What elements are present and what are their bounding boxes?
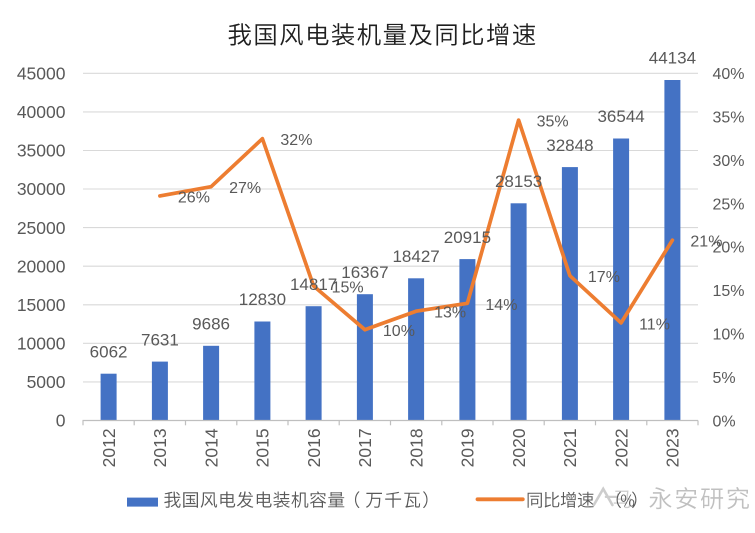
svg-text:2018: 2018 <box>406 428 426 467</box>
svg-text:25%: 25% <box>713 196 745 213</box>
svg-text:32848: 32848 <box>546 136 593 155</box>
svg-text:2020: 2020 <box>509 428 529 467</box>
svg-text:15%: 15% <box>332 280 364 297</box>
svg-text:35000: 35000 <box>17 141 66 161</box>
svg-text:18427: 18427 <box>392 247 439 266</box>
svg-text:15000: 15000 <box>17 295 66 315</box>
svg-text:26%: 26% <box>178 189 210 206</box>
svg-text:20000: 20000 <box>17 256 66 276</box>
svg-text:17%: 17% <box>588 269 620 286</box>
svg-text:14%: 14% <box>485 297 517 314</box>
svg-text:25000: 25000 <box>17 218 66 238</box>
svg-text:30%: 30% <box>713 153 745 170</box>
svg-text:30000: 30000 <box>17 179 66 199</box>
svg-text:35%: 35% <box>713 110 745 127</box>
svg-text:10000: 10000 <box>17 334 66 354</box>
svg-text:11%: 11% <box>639 316 670 333</box>
svg-text:2023: 2023 <box>663 428 683 467</box>
svg-text:44134: 44134 <box>649 49 696 68</box>
svg-text:5000: 5000 <box>27 372 66 392</box>
svg-text:16367: 16367 <box>341 263 388 282</box>
svg-text:21%: 21% <box>690 234 722 251</box>
svg-text:12830: 12830 <box>239 290 286 309</box>
svg-text:2016: 2016 <box>304 428 324 467</box>
svg-text:40%: 40% <box>713 66 745 83</box>
svg-text:13%: 13% <box>434 305 466 322</box>
svg-text:9686: 9686 <box>192 315 230 334</box>
svg-text:6062: 6062 <box>90 342 128 361</box>
svg-text:20%: 20% <box>713 240 745 257</box>
svg-text:20915: 20915 <box>444 228 491 247</box>
svg-text:2017: 2017 <box>355 428 375 467</box>
svg-text:2019: 2019 <box>458 428 478 467</box>
svg-text:0%: 0% <box>713 413 736 430</box>
svg-text:28153: 28153 <box>495 172 542 191</box>
svg-text:2022: 2022 <box>611 428 631 467</box>
svg-text:36544: 36544 <box>597 107 644 126</box>
svg-text:2021: 2021 <box>560 428 580 467</box>
svg-text:2012: 2012 <box>99 428 119 467</box>
svg-text:0: 0 <box>56 411 66 431</box>
svg-text:2014: 2014 <box>201 428 221 467</box>
svg-text:14817: 14817 <box>290 275 337 294</box>
svg-text:15%: 15% <box>713 283 745 300</box>
svg-text:2013: 2013 <box>150 428 170 467</box>
svg-text:5%: 5% <box>713 370 736 387</box>
svg-text:10%: 10% <box>383 323 415 340</box>
svg-text:2015: 2015 <box>253 428 273 467</box>
svg-text:7631: 7631 <box>141 330 179 349</box>
svg-text:45000: 45000 <box>17 64 66 84</box>
svg-text:35%: 35% <box>537 114 569 131</box>
svg-text:32%: 32% <box>280 132 312 149</box>
svg-text:40000: 40000 <box>17 102 66 122</box>
svg-text:10%: 10% <box>713 327 745 344</box>
svg-text:27%: 27% <box>229 180 261 197</box>
